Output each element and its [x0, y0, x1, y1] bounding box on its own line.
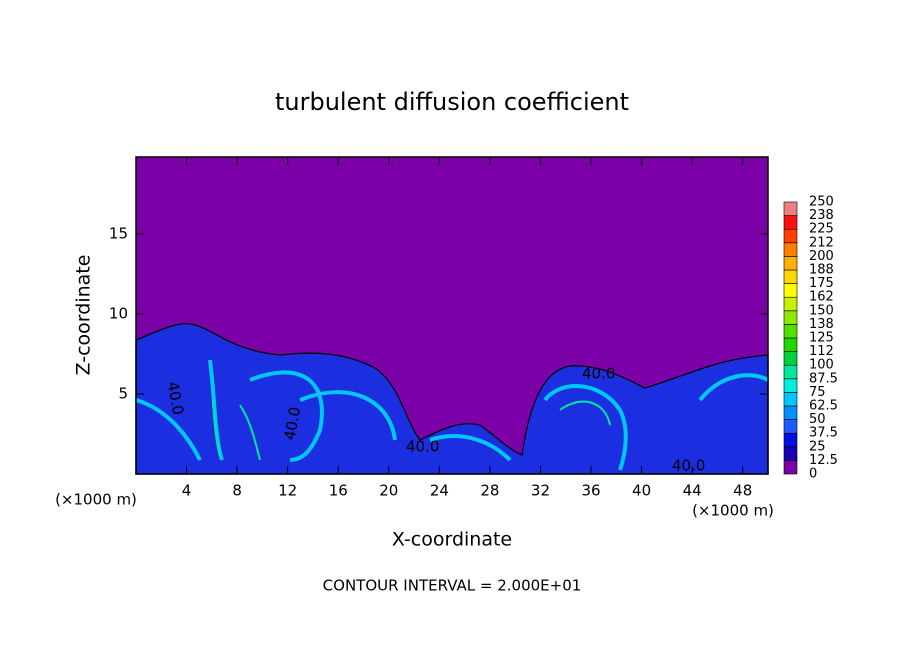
colorbar-band	[783, 460, 798, 475]
x-tick-label: 12	[278, 482, 297, 500]
colorbar-label: 188	[809, 263, 834, 278]
plot-frame	[135, 156, 769, 475]
field	[135, 157, 769, 475]
colorbar-label: 150	[809, 303, 834, 318]
x-tick-label: 20	[379, 482, 398, 500]
colorbar-band	[783, 351, 798, 366]
x-axis-label: X-coordinate	[392, 529, 512, 551]
x-tick-label: 8	[232, 482, 242, 500]
field-shape	[135, 323, 769, 475]
colorbar-label: 0	[809, 467, 817, 482]
colorbar-label: 12.5	[809, 453, 838, 468]
colorbar-band	[783, 364, 798, 380]
colorbar-band	[783, 296, 798, 312]
x-tick-label: 32	[531, 482, 550, 500]
colorbar-label: 112	[809, 344, 834, 359]
colorbar-band	[783, 215, 798, 230]
colorbar-label: 37.5	[809, 426, 838, 441]
colorbar-band	[783, 405, 798, 420]
x-unit-label: (×1000 m)	[55, 491, 137, 509]
x-tick-label: 4	[182, 482, 192, 500]
field-shape	[212, 399, 611, 461]
colorbar-label: 62.5	[809, 399, 838, 414]
colorbar-band	[783, 242, 798, 257]
x-tick-label: 28	[480, 482, 499, 500]
colorbar-band	[783, 310, 798, 325]
x-tick-label: 16	[329, 482, 348, 500]
y-tick-label: 15	[109, 224, 128, 242]
contour-label: 40.0	[281, 405, 305, 441]
contour-label: 40.0	[582, 365, 615, 383]
colorbar-label: 75	[809, 385, 826, 400]
contour-label: 40.0	[164, 380, 188, 416]
colorbar-band	[783, 228, 798, 244]
y-tick-label: 5	[118, 384, 128, 402]
colorbar-band	[783, 324, 798, 339]
colorbar-label: 238	[809, 208, 834, 223]
colorbar-label: 138	[809, 317, 834, 332]
colorbar-label: 87.5	[809, 371, 838, 386]
colorbar-band	[783, 446, 798, 461]
colorbar-label: 162	[809, 290, 834, 305]
colorbar-band	[783, 256, 798, 271]
colorbar-band	[783, 378, 798, 393]
colorbar-label: 225	[809, 222, 834, 237]
y-axis-label: Z-coordinate	[73, 255, 95, 376]
colorbar-label: 175	[809, 276, 834, 291]
colorbar-label: 250	[809, 195, 834, 210]
colorbar-label: 50	[809, 412, 826, 427]
x-tick-label: 24	[430, 482, 449, 500]
field-shape	[135, 359, 769, 471]
colorbar-label: 100	[809, 358, 834, 373]
annotation: CONTOUR INTERVAL = 2.000E+01	[323, 577, 582, 595]
colorbar-band	[783, 269, 798, 284]
colorbar-label: 212	[809, 235, 834, 250]
x-tick-label: 36	[581, 482, 600, 500]
contour-label: 40.0	[406, 438, 439, 456]
chart-title: turbulent diffusion coefficient	[275, 88, 629, 116]
colorbar-band	[783, 419, 798, 434]
x-tick-label: 48	[733, 482, 752, 500]
colorbar-band	[783, 432, 798, 448]
colorbar-label: 25	[809, 439, 826, 454]
colorbar-band	[783, 201, 798, 216]
contour-label: 40.0	[672, 457, 705, 475]
x-unit-label: (×1000 m)	[692, 502, 774, 520]
colorbar-label: 200	[809, 249, 834, 264]
colorbar-band	[783, 283, 798, 298]
colorbar-band	[783, 392, 798, 407]
x-tick-label: 40	[632, 482, 651, 500]
x-tick-label: 44	[683, 482, 702, 500]
colorbar-label: 125	[809, 331, 834, 346]
y-tick-label: 10	[109, 304, 128, 322]
colorbar-band	[783, 337, 798, 352]
